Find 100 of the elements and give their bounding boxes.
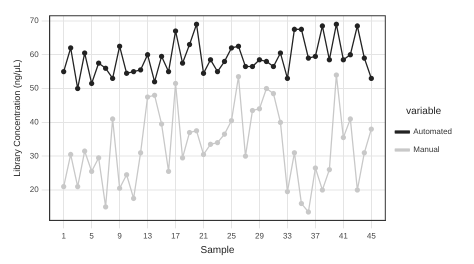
point [124,172,130,178]
point [130,196,136,202]
point [312,54,318,60]
point [334,22,340,27]
point [298,26,304,32]
point [236,74,242,80]
y-axis-title: Library Concentration (ng/μL) [12,59,22,177]
point [166,168,172,174]
point [96,155,102,160]
point [200,152,206,158]
point [68,45,74,51]
point [250,64,256,70]
point [264,86,270,92]
point [180,155,186,160]
x-tick-label: 45 [366,231,376,240]
point [110,76,116,82]
legend-label: Automated [413,127,452,136]
point [102,204,108,210]
point [256,57,262,62]
point [348,52,353,58]
point [116,44,122,49]
legend-title: variable [406,106,442,117]
point [222,58,228,64]
point [61,68,66,74]
point [75,86,80,92]
point [82,148,88,154]
x-tick-label: 17 [171,231,181,240]
point [138,67,144,73]
point [242,64,248,70]
point [278,50,284,56]
point [362,150,367,156]
y-tick-label: 50 [30,84,40,93]
point [270,64,276,70]
point [284,189,290,194]
point [298,200,304,206]
x-tick-label: 25 [227,231,236,240]
point [340,134,346,140]
point [354,23,360,29]
y-tick-label: 70 [30,16,40,26]
point [110,116,116,122]
x-tick-label: 21 [199,231,209,240]
point [144,94,150,100]
y-tick-label: 20 [30,185,40,194]
point [228,45,234,51]
point [362,55,367,61]
point [208,142,214,147]
point [250,108,256,114]
point [236,44,242,49]
point [292,150,298,156]
point [96,60,102,66]
y-tick-label: 40 [30,118,40,127]
x-tick-label: 5 [89,231,94,240]
point [138,150,144,156]
legend-label: Manual [413,145,440,154]
point [166,68,172,74]
point [152,79,158,84]
point [326,167,332,172]
point [354,187,360,193]
point [270,90,276,96]
point [292,26,298,32]
point [306,209,312,215]
point [242,153,248,159]
point [158,121,164,127]
point [172,80,178,86]
point [306,55,312,61]
point [214,68,220,74]
point [214,140,220,146]
point [222,132,228,137]
point [82,50,88,56]
point [68,152,74,158]
x-tick-label: 29 [255,231,264,240]
point [172,28,178,34]
point [264,58,270,64]
x-tick-label: 9 [117,231,122,240]
point [186,130,192,136]
point [89,168,94,174]
point [180,60,186,66]
x-tick-label: 37 [310,231,320,240]
point [75,184,80,190]
point [200,70,206,76]
point [61,184,66,190]
point [102,66,108,71]
point [208,57,214,62]
point [278,120,284,125]
point [284,76,290,82]
point [368,76,374,82]
point [368,126,374,132]
y-tick-label: 60 [30,50,40,59]
point [348,116,353,122]
point [320,187,326,193]
point [326,57,332,62]
point [130,68,136,74]
x-tick-label: 33 [282,231,292,240]
point [116,186,122,191]
point [194,22,200,27]
point [89,80,94,86]
point [144,52,150,58]
point [186,42,192,48]
point [334,72,340,78]
point [194,128,200,134]
